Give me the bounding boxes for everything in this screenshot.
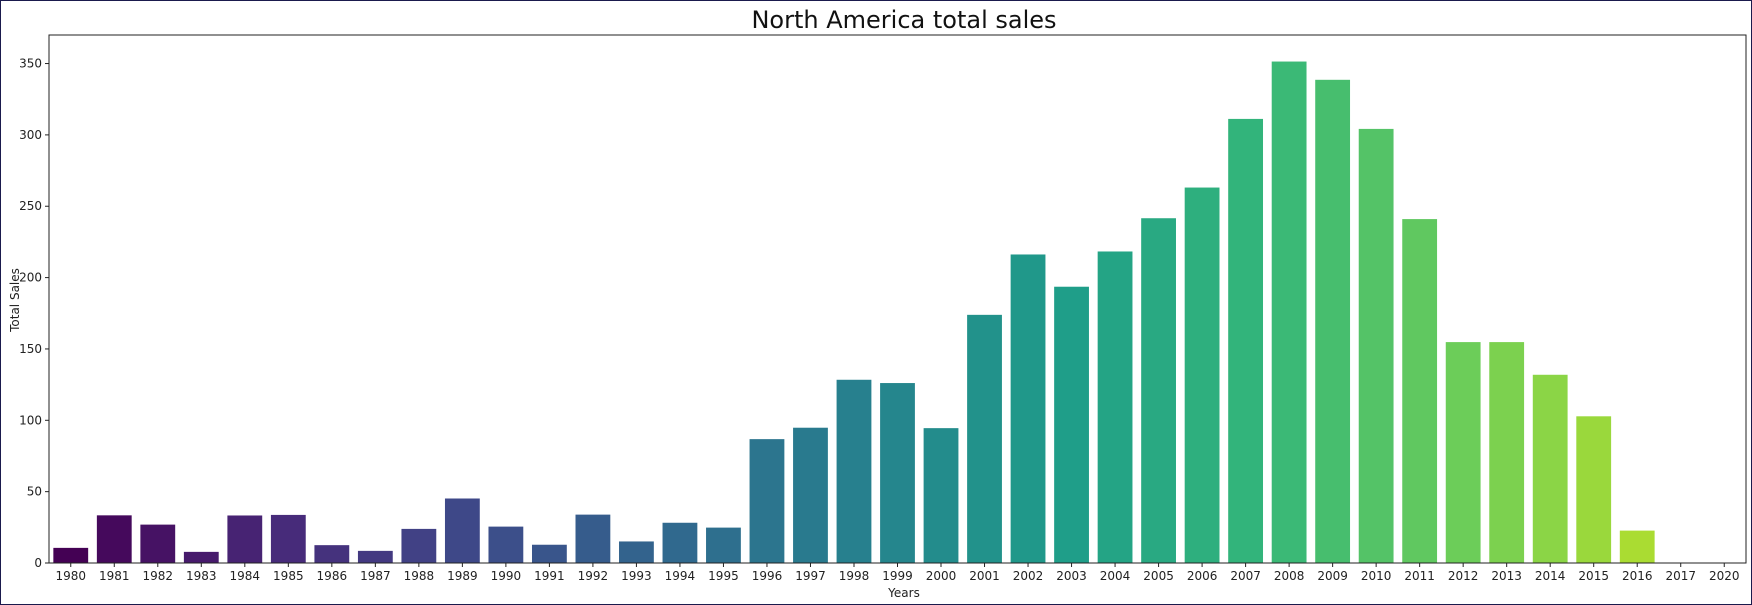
bar-2006 bbox=[1184, 187, 1220, 563]
x-tick-label: 2009 bbox=[1317, 569, 1348, 583]
x-tick-label: 2012 bbox=[1448, 569, 1479, 583]
bar-1995 bbox=[706, 527, 741, 563]
x-tick-label: 1996 bbox=[752, 569, 783, 583]
y-tick-label: 50 bbox=[27, 485, 42, 499]
x-tick-label: 2006 bbox=[1187, 569, 1218, 583]
y-tick-label: 350 bbox=[19, 57, 42, 71]
x-tick-label: 2008 bbox=[1274, 569, 1305, 583]
bar-1993 bbox=[619, 541, 654, 563]
bar-1981 bbox=[96, 515, 132, 563]
bar-1988 bbox=[401, 528, 437, 563]
x-tick-label: 1994 bbox=[665, 569, 696, 583]
bar-1982 bbox=[140, 524, 176, 563]
x-tick-label: 2020 bbox=[1709, 569, 1740, 583]
x-tick-label: 1999 bbox=[882, 569, 913, 583]
bar-2012 bbox=[1445, 342, 1481, 563]
bar-1990 bbox=[488, 526, 524, 563]
x-tick-label: 1995 bbox=[708, 569, 739, 583]
bar-1998 bbox=[836, 379, 872, 563]
chart-title: North America total sales bbox=[751, 6, 1056, 34]
bar-2007 bbox=[1228, 118, 1264, 564]
bar-2014 bbox=[1532, 374, 1568, 563]
x-tick-label: 1990 bbox=[491, 569, 522, 583]
bar-2016 bbox=[1619, 530, 1655, 563]
bar-2008 bbox=[1271, 61, 1307, 564]
y-tick-label: 100 bbox=[19, 413, 42, 427]
y-tick-label: 150 bbox=[19, 342, 42, 356]
x-tick-label: 2007 bbox=[1230, 569, 1261, 583]
x-tick-label: 1992 bbox=[578, 569, 609, 583]
x-tick-label: 1988 bbox=[404, 569, 435, 583]
bar-1987 bbox=[357, 550, 393, 563]
bar-1989 bbox=[444, 498, 480, 563]
plot-border bbox=[48, 34, 1747, 564]
x-tick-label: 2016 bbox=[1622, 569, 1653, 583]
bar-1985 bbox=[270, 514, 306, 563]
x-tick-label: 2014 bbox=[1535, 569, 1566, 583]
bar-2013 bbox=[1489, 342, 1525, 563]
bar-1992 bbox=[575, 514, 611, 563]
x-tick-label: 1984 bbox=[230, 569, 261, 583]
bar-2003 bbox=[1054, 286, 1089, 563]
x-tick-label: 1991 bbox=[534, 569, 565, 583]
y-tick-label: 250 bbox=[19, 199, 42, 213]
bar-2002 bbox=[1010, 254, 1046, 564]
x-tick-label: 1986 bbox=[317, 569, 348, 583]
x-tick-label: 1989 bbox=[447, 569, 478, 583]
x-tick-label: 2003 bbox=[1056, 569, 1087, 583]
bar-1996 bbox=[749, 439, 785, 563]
y-tick-label: 200 bbox=[19, 271, 42, 285]
x-axis-label: Years bbox=[887, 586, 920, 600]
x-tick-label: 1993 bbox=[621, 569, 652, 583]
y-tick-label: 300 bbox=[19, 128, 42, 142]
x-tick-label: 2011 bbox=[1404, 569, 1435, 583]
x-tick-label: 2001 bbox=[969, 569, 1000, 583]
bars-group bbox=[53, 61, 1742, 564]
bar-1986 bbox=[314, 545, 350, 563]
x-tick-label: 1982 bbox=[143, 569, 174, 583]
x-axis: 1980 1981 1982 1983 1984 1985 1986 1987 1988 1989… bbox=[55, 563, 1740, 583]
bar-2010 bbox=[1358, 128, 1394, 563]
x-tick-label: 1985 bbox=[273, 569, 304, 583]
x-tick-label: 2010 bbox=[1361, 569, 1392, 583]
bar-2011 bbox=[1402, 219, 1438, 563]
x-tick-label: 1987 bbox=[360, 569, 391, 583]
bar-1999 bbox=[880, 383, 915, 563]
x-tick-label: 2004 bbox=[1100, 569, 1131, 583]
x-tick-label: 1997 bbox=[795, 569, 826, 583]
bar-2000 bbox=[923, 428, 959, 563]
x-tick-label: 2017 bbox=[1665, 569, 1696, 583]
x-tick-label: 2013 bbox=[1491, 569, 1522, 583]
bar-2009 bbox=[1315, 79, 1351, 563]
x-tick-label: 1983 bbox=[186, 569, 217, 583]
bar-1980 bbox=[53, 547, 89, 563]
x-tick-label: 1998 bbox=[839, 569, 870, 583]
x-tick-label: 2005 bbox=[1143, 569, 1174, 583]
x-tick-label: 2015 bbox=[1578, 569, 1609, 583]
bar-1991 bbox=[531, 544, 567, 563]
bar-1984 bbox=[227, 515, 263, 563]
x-tick-label: 1980 bbox=[55, 569, 86, 583]
bar-2015 bbox=[1576, 416, 1612, 563]
bar-1994 bbox=[662, 522, 698, 563]
x-tick-label: 1981 bbox=[99, 569, 130, 583]
y-axis-label: Total Sales bbox=[8, 268, 22, 333]
x-tick-label: 2002 bbox=[1013, 569, 1044, 583]
y-tick-label: 0 bbox=[34, 556, 42, 570]
bar-2005 bbox=[1141, 218, 1176, 563]
bar-1997 bbox=[793, 427, 828, 563]
y-axis: 0 50 100 150 200 250 300 350 bbox=[19, 57, 49, 570]
bar-2001 bbox=[967, 314, 1002, 563]
bar-1983 bbox=[183, 551, 219, 563]
x-tick-label: 2000 bbox=[926, 569, 957, 583]
bar-2004 bbox=[1097, 251, 1133, 564]
